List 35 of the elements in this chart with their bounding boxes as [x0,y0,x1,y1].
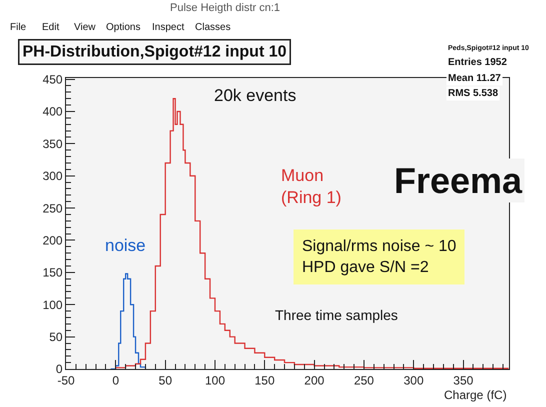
annotation: RMS 5.538 [448,88,498,99]
x-tick-label: 250 [354,373,374,388]
y-tick-label: 400 [42,104,63,119]
text: Classes [195,22,231,33]
y-tick-label: 250 [42,201,63,216]
annotation: Mean 11.27 [448,73,502,84]
annotation: Freema [394,160,524,201]
y-tick-label: 100 [42,298,63,312]
x-tick-label: 100 [204,373,226,388]
text: Inspect [152,22,184,33]
x-axis-title: Charge (fC) [444,388,507,402]
y-tick-label: 450 [42,72,63,86]
y-tick-label: 350 [42,136,63,151]
series-label: noise [105,236,146,255]
text: Entries 1952 [448,57,508,68]
text: File [10,22,27,33]
chart-title: PH-Distribution,Spigot#12 input 10 [22,44,287,60]
y-tick-label: 150 [42,266,63,280]
text: View [74,22,96,33]
annotation: Three time samples [275,307,398,323]
text: Edit [42,22,60,33]
annotation: Signal/rms noise ~ 10 HPD gave S/N =2 [302,238,456,276]
text: Options [106,22,140,33]
y-tick-label: 50 [49,330,63,344]
text: Pulse Heigth distr cn:1 [170,2,280,14]
y-tick-label: 200 [42,233,63,248]
y-tick-label: 300 [42,169,63,184]
x-tick-label: 200 [304,373,325,388]
x-tick-label: 300 [404,373,424,388]
text: Muon (Ring 1) [281,166,342,208]
annotation: 20k events [214,86,296,105]
x-tick-label: 50 [158,373,172,388]
x-tick-label: 350 [453,373,474,388]
x-tick-label: 0 [112,373,120,388]
x-tick-label: 150 [254,373,275,388]
